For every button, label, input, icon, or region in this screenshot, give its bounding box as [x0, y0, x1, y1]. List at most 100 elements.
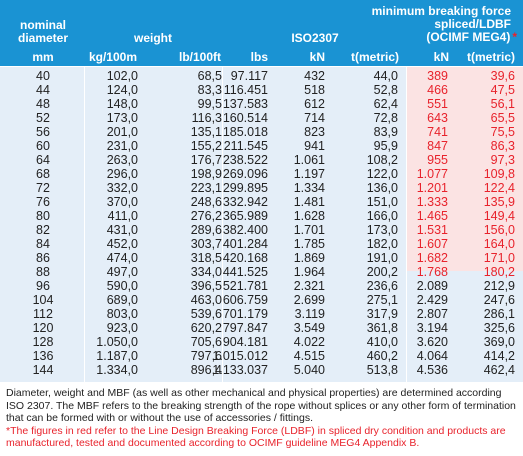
cell-kg: 411,0 [107, 209, 138, 223]
cell-kg: 102,0 [106, 69, 138, 83]
cell-kn2: 741 [427, 125, 448, 139]
cell-d: 68 [36, 167, 50, 181]
cell-d: 86 [36, 251, 50, 265]
cell-t: 182,0 [366, 237, 398, 251]
cell-t2: 122,4 [483, 181, 515, 195]
cell-kn: 1.869 [293, 251, 325, 265]
cell-d: 44 [36, 83, 50, 97]
table-row: 60 231,0 155,2 211.545 941 95,9 847 86,3 [0, 140, 523, 153]
cell-lbs: 521.781 [222, 279, 268, 293]
cell-t: 108,2 [366, 153, 398, 167]
cell-t: 44,0 [373, 69, 398, 83]
cell-d: 112 [33, 307, 53, 321]
diameter-label: diameter [17, 31, 69, 45]
cell-d: 128 [32, 335, 54, 349]
cell-t2: 65,5 [490, 111, 515, 125]
cell-t: 166,0 [366, 209, 398, 223]
cell-lbs: 137.583 [222, 97, 268, 111]
cell-lb: 318,5 [190, 251, 222, 265]
cell-t2: 325,6 [483, 321, 515, 335]
cell-d: 120 [32, 321, 54, 335]
cell-kn: 4.515 [293, 349, 325, 363]
table-row: 112 803,0 539,6 701.179 3.119 317,9 2.807 286,1 [0, 308, 523, 321]
cell-d: 88 [36, 265, 50, 279]
cell-kn2: 1.531 [416, 223, 448, 237]
cell-lb: 334,0 [190, 265, 222, 279]
table-row: 84 452,0 303,7 401.284 1.785 182,0 1.607 164,0 [0, 238, 523, 251]
cell-lb: 223,1 [190, 181, 222, 195]
footnote-main: Diameter, weight and MBF (as well as oth… [6, 387, 516, 424]
cell-lb: 276,2 [190, 209, 222, 223]
cell-kn2: 1.465 [416, 209, 448, 223]
cell-lbs: 1.133.037 [212, 363, 268, 377]
cell-d: 104 [32, 293, 54, 307]
cell-t2: 56,1 [490, 97, 515, 111]
cell-t2: 414,2 [483, 349, 515, 363]
cell-lbs: 185.018 [222, 125, 268, 139]
cell-t: 317,9 [366, 307, 398, 321]
cell-kn: 612 [304, 97, 325, 111]
cell-lbs: 904.181 [222, 335, 268, 349]
cell-t2: 171,0 [483, 251, 515, 265]
cell-kn: 823 [304, 125, 325, 139]
table-header: minimum breaking force nominal diameter … [0, 0, 523, 66]
cell-kg: 1.050,0 [96, 335, 138, 349]
cell-t: 52,8 [373, 83, 398, 97]
cell-lb: 463,0 [190, 293, 222, 307]
cell-t: 361,8 [366, 321, 398, 335]
cell-d: 40 [36, 69, 50, 83]
table-row: 52 173,0 116,3 160.514 714 72,8 643 65,5 [0, 112, 523, 125]
cell-d: 56 [36, 125, 50, 139]
cell-kn: 1.701 [293, 223, 325, 237]
unit-t: t(metric) [350, 50, 399, 64]
cell-lb: 116,3 [191, 111, 222, 125]
cell-lbs: 299.895 [222, 181, 268, 195]
footnotes: Diameter, weight and MBF (as well as oth… [6, 387, 518, 450]
table-row: 80 411,0 276,2 365.989 1.628 166,0 1.465 149,4 [0, 210, 523, 223]
cell-kn: 941 [304, 139, 325, 153]
iso-label: ISO2307 [291, 31, 339, 45]
table-row: 48 148,0 99,5 137.583 612 62,4 551 56,1 [0, 98, 523, 111]
cell-lbs: 97.117 [230, 69, 268, 83]
cell-lbs: 116.451 [223, 83, 268, 97]
cell-lb: 83,3 [197, 83, 222, 97]
unit-lb: lb/100ft [178, 50, 221, 64]
cell-t: 191,0 [366, 251, 398, 265]
cell-kg: 231,0 [106, 139, 138, 153]
unit-mm: mm [32, 50, 54, 64]
cell-kn: 3.549 [293, 321, 325, 335]
cell-t: 173,0 [366, 223, 398, 237]
ocimf-label: (OCIMF MEG4) * [426, 30, 517, 44]
cell-kg: 332,0 [106, 181, 138, 195]
cell-t2: 164,0 [483, 237, 515, 251]
footnote-red: *The figures in red refer to the Line De… [6, 424, 506, 450]
cell-kn2: 4.536 [416, 363, 448, 377]
cell-kn: 1.628 [293, 209, 325, 223]
cell-lbs: 401.284 [222, 237, 268, 251]
cell-lbs: 701.179 [222, 307, 268, 321]
cell-t: 83,9 [373, 125, 398, 139]
table-row: 64 263,0 176,7 238.522 1.061 108,2 955 97,3 [0, 154, 523, 167]
cell-kg: 201,0 [106, 125, 138, 139]
cell-kn: 5.040 [293, 363, 325, 377]
cell-d: 136 [32, 349, 54, 363]
cell-t: 62,4 [373, 97, 398, 111]
cell-t: 151,0 [366, 195, 398, 209]
cell-kg: 431,0 [106, 223, 138, 237]
table-row: 144 1.334,0 896,4 1.133.037 5.040 513,8 4.536 4… [0, 364, 523, 377]
cell-lbs: 606.759 [222, 293, 268, 307]
cell-kn: 2.699 [293, 293, 325, 307]
cell-kn2: 1.333 [416, 195, 448, 209]
cell-kg: 923,0 [106, 321, 138, 335]
cell-lbs: 1.015.012 [212, 349, 268, 363]
cell-kn2: 2.807 [416, 307, 448, 321]
ocimf-asterisk: * [512, 30, 517, 44]
cell-lbs: 365.989 [222, 209, 268, 223]
cell-kg: 590,0 [106, 279, 138, 293]
cell-kn: 1.964 [293, 265, 325, 279]
cell-kg: 173,0 [106, 111, 138, 125]
cell-kg: 803,0 [106, 307, 138, 321]
cell-d: 60 [36, 139, 50, 153]
cell-lb: 620,2 [190, 321, 222, 335]
